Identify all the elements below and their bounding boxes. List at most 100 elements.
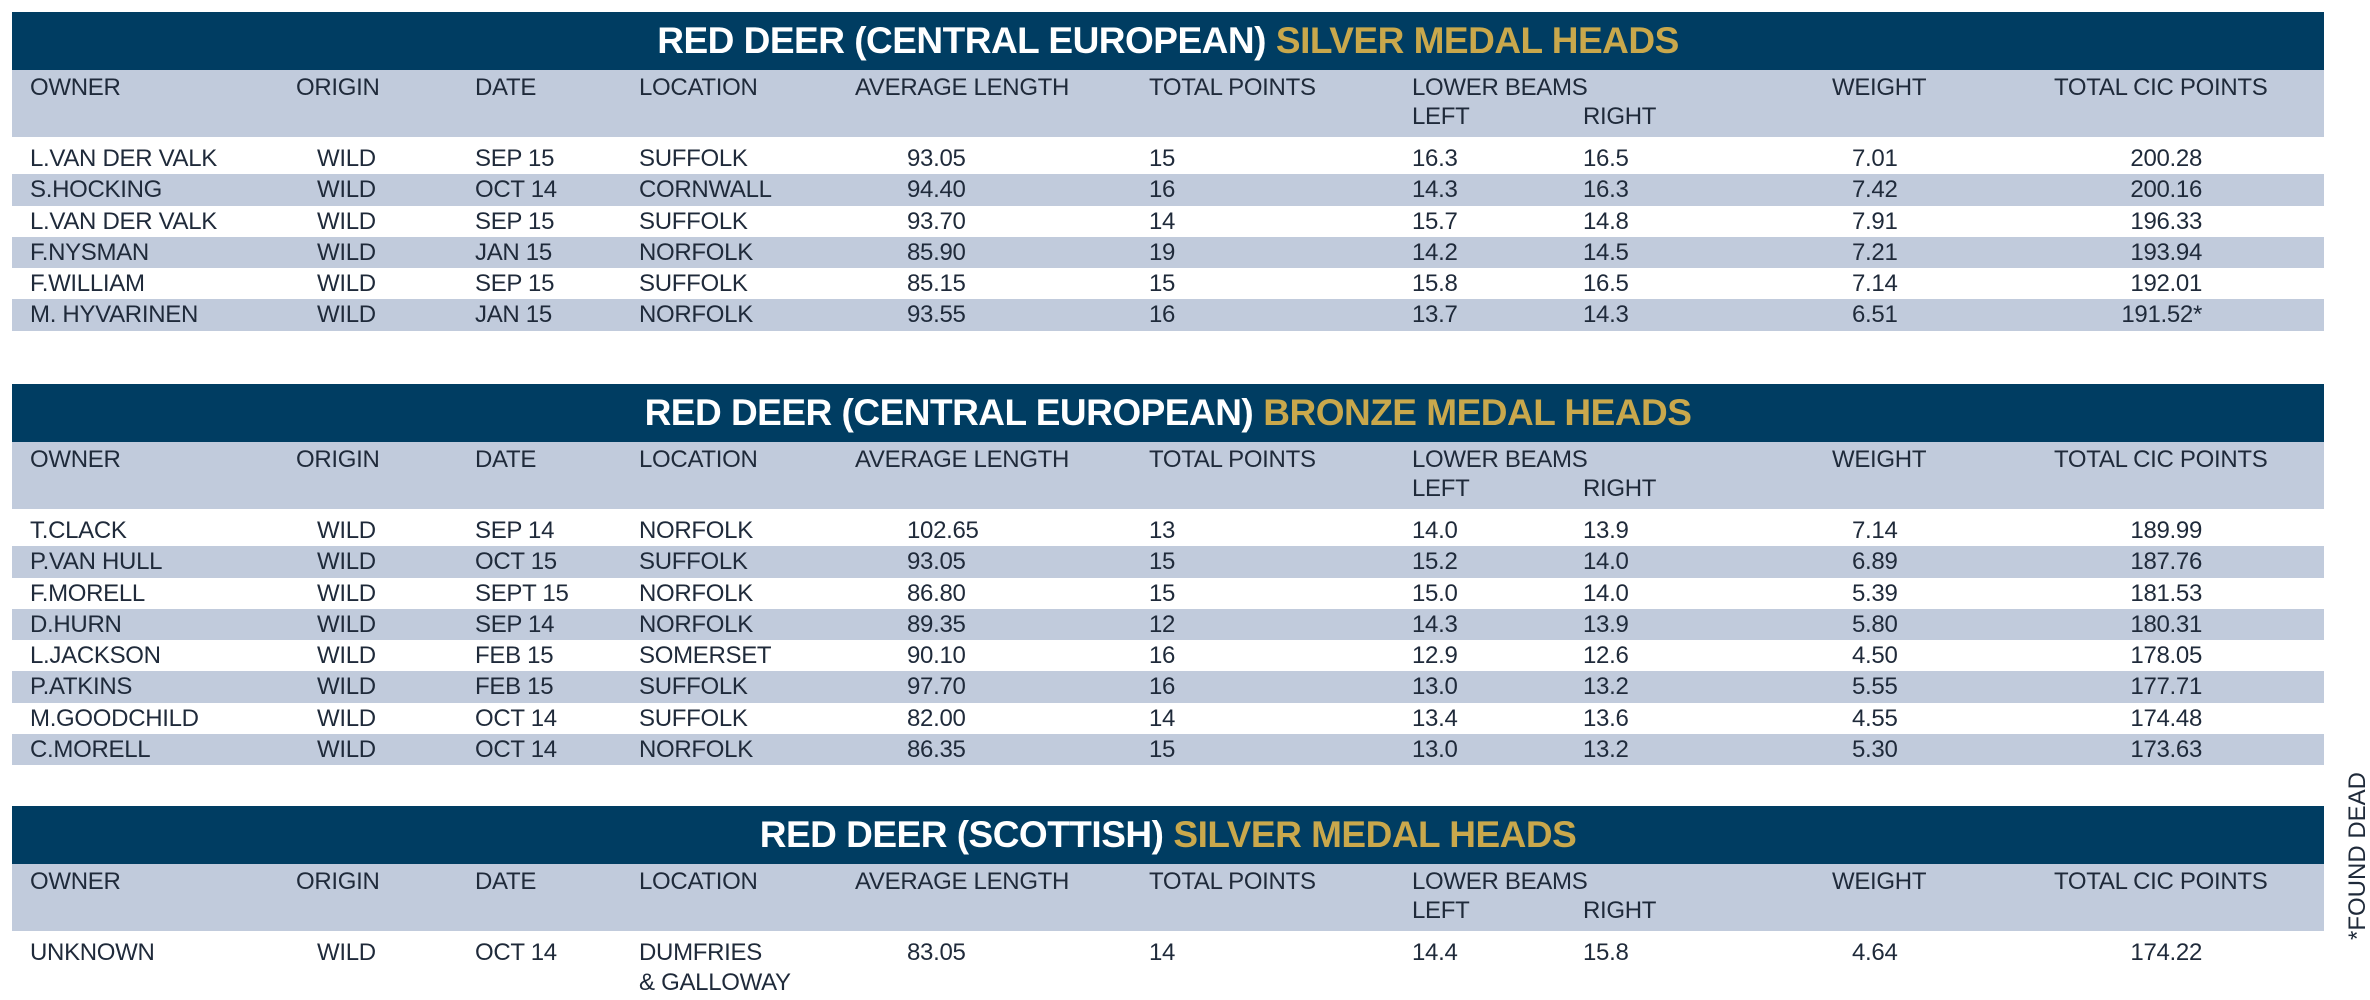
- cell-total-cic-points: 200.16: [2130, 176, 2202, 204]
- column-header-row: OWNER ORIGIN DATE LOCATION AVERAGE LENGT…: [12, 864, 2324, 931]
- table-row: P.ATKINS WILD FEB 15 SUFFOLK 97.70 16 13…: [12, 671, 2324, 703]
- cell-weight: 5.39: [1852, 579, 1898, 607]
- cell-weight: 4.64: [1852, 939, 1898, 966]
- header-right: RIGHT: [1583, 897, 1657, 924]
- cell-total-points: 15: [1149, 145, 1176, 172]
- header-owner: OWNER: [30, 446, 121, 473]
- silver-medal-table-scottish: RED DEER (SCOTTISH) SILVER MEDAL HEADS O…: [12, 806, 2324, 999]
- title-main: RED DEER (SCOTTISH): [759, 814, 1164, 855]
- cell-location: SUFFOLK: [639, 704, 748, 732]
- cell-total-cic-points: 173.63: [2130, 736, 2202, 764]
- cell-total-cic-points: 181.53: [2130, 579, 2202, 607]
- cell-average-length: 93.05: [907, 548, 966, 576]
- cell-right: 14.0: [1583, 548, 1629, 576]
- table-row: P.VAN HULL WILD OCT 15 SUFFOLK 93.05 15 …: [12, 546, 2324, 578]
- cell-total-cic-points: 180.31: [2130, 610, 2202, 638]
- cell-total-points: 16: [1149, 642, 1176, 670]
- cell-right: 14.3: [1583, 301, 1629, 329]
- cell-location: SUFFOLK: [639, 207, 748, 235]
- cell-date: SEPT 15: [475, 579, 569, 607]
- cell-total-points: 13: [1149, 517, 1176, 544]
- cell-owner: L.JACKSON: [30, 642, 161, 670]
- table-row: F.WILLIAM WILD SEP 15 SUFFOLK 85.15 15 1…: [12, 268, 2324, 299]
- title-accent: SILVER MEDAL HEADS: [1173, 814, 1577, 855]
- header-origin: ORIGIN: [296, 446, 380, 473]
- cell-average-length: 93.70: [907, 207, 966, 235]
- cell-total-cic-points: 187.76: [2130, 548, 2202, 576]
- cell-average-length: 94.40: [907, 176, 966, 204]
- cell-location: NORFOLK: [639, 579, 753, 607]
- cell-weight: 6.51: [1852, 301, 1898, 329]
- cell-origin: WILD: [317, 145, 376, 172]
- cell-average-length: 89.35: [907, 610, 966, 638]
- cell-average-length: 85.90: [907, 238, 966, 266]
- cell-owner: L.VAN DER VALK: [30, 207, 217, 235]
- cell-date: FEB 15: [475, 673, 554, 701]
- column-header-row: OWNER ORIGIN DATE LOCATION AVERAGE LENGT…: [12, 442, 2324, 509]
- title-accent: SILVER MEDAL HEADS: [1275, 20, 1679, 61]
- cell-right: 13.6: [1583, 704, 1629, 732]
- cell-right: 14.0: [1583, 579, 1629, 607]
- header-total-points: TOTAL POINTS: [1149, 446, 1316, 473]
- cell-right: 13.9: [1583, 610, 1629, 638]
- cell-right: 15.8: [1583, 939, 1629, 966]
- cell-weight: 4.50: [1852, 642, 1898, 670]
- header-total-cic-points: TOTAL CIC POINTS: [2054, 446, 2268, 473]
- header-date: DATE: [475, 446, 537, 473]
- title-main: RED DEER (CENTRAL EUROPEAN): [644, 392, 1254, 433]
- cell-left: 15.2: [1412, 548, 1458, 576]
- table-row: F.MORELL WILD SEPT 15 NORFOLK 86.80 15 1…: [12, 578, 2324, 609]
- cell-right: 14.5: [1583, 238, 1629, 266]
- cell-right: 12.6: [1583, 642, 1629, 670]
- cell-origin: WILD: [317, 517, 376, 544]
- cell-origin: WILD: [317, 176, 376, 204]
- cell-location: CORNWALL: [639, 176, 772, 204]
- cell-owner: D.HURN: [30, 610, 122, 638]
- header-left: LEFT: [1412, 103, 1470, 130]
- cell-average-length: 90.10: [907, 642, 966, 670]
- header-location: LOCATION: [639, 74, 758, 101]
- cell-total-points: 15: [1149, 579, 1176, 607]
- title-main: RED DEER (CENTRAL EUROPEAN): [657, 20, 1266, 61]
- cell-location: SUFFOLK: [639, 548, 748, 576]
- header-lower-beams: LOWER BEAMS: [1412, 74, 1588, 101]
- cell-weight: 6.89: [1852, 548, 1898, 576]
- cell-right: 13.9: [1583, 517, 1629, 544]
- cell-origin: WILD: [317, 704, 376, 732]
- cell-average-length: 85.15: [907, 270, 966, 298]
- cell-origin: WILD: [317, 207, 376, 235]
- cell-weight: 7.14: [1852, 270, 1898, 298]
- table-row: L.VAN DER VALK WILD SEP 15 SUFFOLK 93.05…: [12, 143, 2324, 174]
- cell-total-points: 14: [1149, 207, 1176, 235]
- header-total-points: TOTAL POINTS: [1149, 868, 1316, 895]
- table-title: RED DEER (CENTRAL EUROPEAN) SILVER MEDAL…: [12, 12, 2324, 70]
- cell-total-cic-points: 174.22: [2130, 939, 2202, 966]
- table-row: C.MORELL WILD OCT 14 NORFOLK 86.35 15 13…: [12, 734, 2324, 766]
- cell-total-points: 16: [1149, 673, 1176, 701]
- cell-weight: 4.55: [1852, 704, 1898, 732]
- header-date: DATE: [475, 868, 537, 895]
- cell-location: SOMERSET: [639, 642, 772, 670]
- cell-origin: WILD: [317, 736, 376, 764]
- column-header-row: OWNER ORIGIN DATE LOCATION AVERAGE LENGT…: [12, 70, 2324, 137]
- cell-owner: T.CLACK: [30, 517, 127, 544]
- cell-left: 14.3: [1412, 610, 1458, 638]
- cell-total-cic-points: 174.48: [2130, 704, 2202, 732]
- cell-left: 12.9: [1412, 642, 1458, 670]
- header-origin: ORIGIN: [296, 868, 380, 895]
- cell-date: OCT 14: [475, 939, 557, 966]
- cell-average-length: 82.00: [907, 704, 966, 732]
- cell-owner: F.MORELL: [30, 579, 145, 607]
- header-total-cic-points: TOTAL CIC POINTS: [2054, 74, 2268, 101]
- cell-location: NORFOLK: [639, 736, 753, 764]
- header-average-length: AVERAGE LENGTH: [855, 868, 1070, 895]
- cell-origin: WILD: [317, 238, 376, 266]
- header-total-points: TOTAL POINTS: [1149, 74, 1316, 101]
- cell-total-cic-points: 177.71: [2130, 673, 2202, 701]
- cell-location: NORFOLK: [639, 301, 753, 329]
- cell-left: 14.3: [1412, 176, 1458, 204]
- cell-total-points: 16: [1149, 301, 1176, 329]
- cell-date: OCT 14: [475, 704, 557, 732]
- cell-location-line2: & GALLOWAY: [639, 969, 791, 996]
- cell-left: 14.2: [1412, 238, 1458, 266]
